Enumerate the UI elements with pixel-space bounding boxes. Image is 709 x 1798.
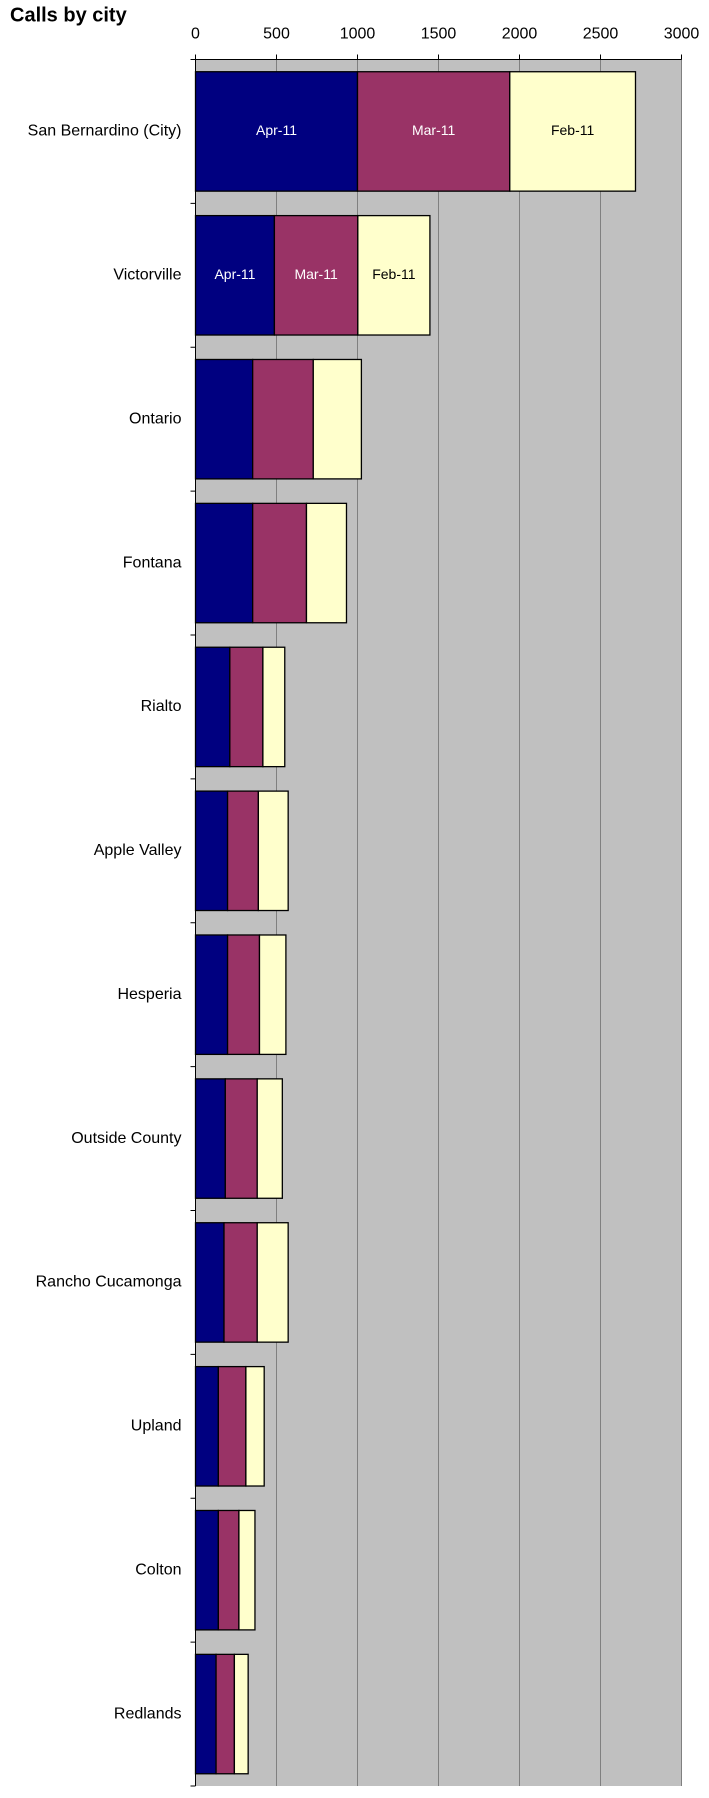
bar-segment bbox=[194, 1509, 219, 1631]
segment-label: Mar-11 bbox=[294, 266, 338, 282]
segment-label: Feb-11 bbox=[551, 122, 595, 138]
y-tick-label: Upland bbox=[131, 1418, 182, 1435]
bar-segment bbox=[356, 71, 511, 192]
y-tick-label: Rancho Cucamonga bbox=[36, 1274, 182, 1291]
y-tick-label: Apple Valley bbox=[94, 842, 182, 859]
x-tick-label: 2500 bbox=[583, 26, 619, 43]
bar-segment bbox=[233, 1653, 249, 1775]
x-tick-label: 0 bbox=[191, 26, 200, 43]
x-tick-label: 3000 bbox=[664, 26, 700, 43]
bar-segment bbox=[194, 214, 276, 336]
bar-segment bbox=[262, 646, 286, 768]
bar-segment bbox=[223, 1222, 258, 1343]
bar-segment bbox=[194, 502, 254, 624]
bar-segment bbox=[194, 71, 359, 192]
bar-segment bbox=[312, 358, 363, 480]
bar-segment bbox=[217, 1509, 240, 1631]
chart-title: Calls by city bbox=[10, 4, 128, 26]
bar-segment bbox=[194, 1078, 226, 1199]
bar-segment bbox=[273, 214, 359, 336]
bar-segment bbox=[194, 358, 254, 480]
segment-label: Mar-11 bbox=[412, 122, 456, 138]
bar-segment bbox=[226, 790, 260, 912]
bar-segment bbox=[194, 1365, 219, 1487]
bar-segment bbox=[256, 1222, 289, 1343]
bar-segment bbox=[238, 1509, 256, 1631]
y-tick-label: Ontario bbox=[129, 410, 182, 427]
y-tick-label: Redlands bbox=[114, 1705, 182, 1722]
bar-segment bbox=[229, 646, 264, 768]
bar-segment bbox=[226, 934, 261, 1056]
bar-segment bbox=[257, 790, 289, 912]
bar-segment bbox=[194, 934, 229, 1056]
bar-segment bbox=[194, 1653, 217, 1775]
segment-label: Feb-11 bbox=[372, 266, 416, 282]
y-tick-label: Fontana bbox=[123, 554, 182, 571]
bar-segment bbox=[217, 1365, 247, 1487]
bar-segment bbox=[252, 502, 308, 624]
x-tick-label: 1500 bbox=[421, 26, 457, 43]
bar-segment bbox=[194, 646, 231, 768]
bar-segment bbox=[194, 1222, 225, 1343]
segment-label: Apr-11 bbox=[214, 266, 255, 282]
bar-segment bbox=[357, 214, 431, 336]
bar-segment bbox=[252, 358, 314, 480]
bar-segment bbox=[305, 502, 348, 624]
y-tick-label: Outside County bbox=[71, 1130, 181, 1147]
y-tick-label: Hesperia bbox=[117, 986, 181, 1003]
bar-segment bbox=[224, 1078, 258, 1199]
bar-segment bbox=[256, 1078, 283, 1199]
bar-segment bbox=[194, 790, 229, 912]
bar-segment bbox=[215, 1653, 236, 1775]
y-tick-label: Colton bbox=[135, 1561, 181, 1578]
y-tick-label: San Bernardino (City) bbox=[28, 123, 182, 140]
x-tick-label: 2000 bbox=[502, 26, 538, 43]
segment-label: Apr-11 bbox=[256, 122, 297, 138]
bar-segment bbox=[258, 934, 287, 1056]
bar-segment bbox=[245, 1365, 265, 1487]
x-tick-label: 500 bbox=[263, 26, 290, 43]
y-tick-label: Victorville bbox=[113, 267, 181, 284]
x-tick-label: 1000 bbox=[340, 26, 376, 43]
bar-segment bbox=[509, 71, 637, 192]
y-tick-label: Rialto bbox=[141, 698, 182, 715]
